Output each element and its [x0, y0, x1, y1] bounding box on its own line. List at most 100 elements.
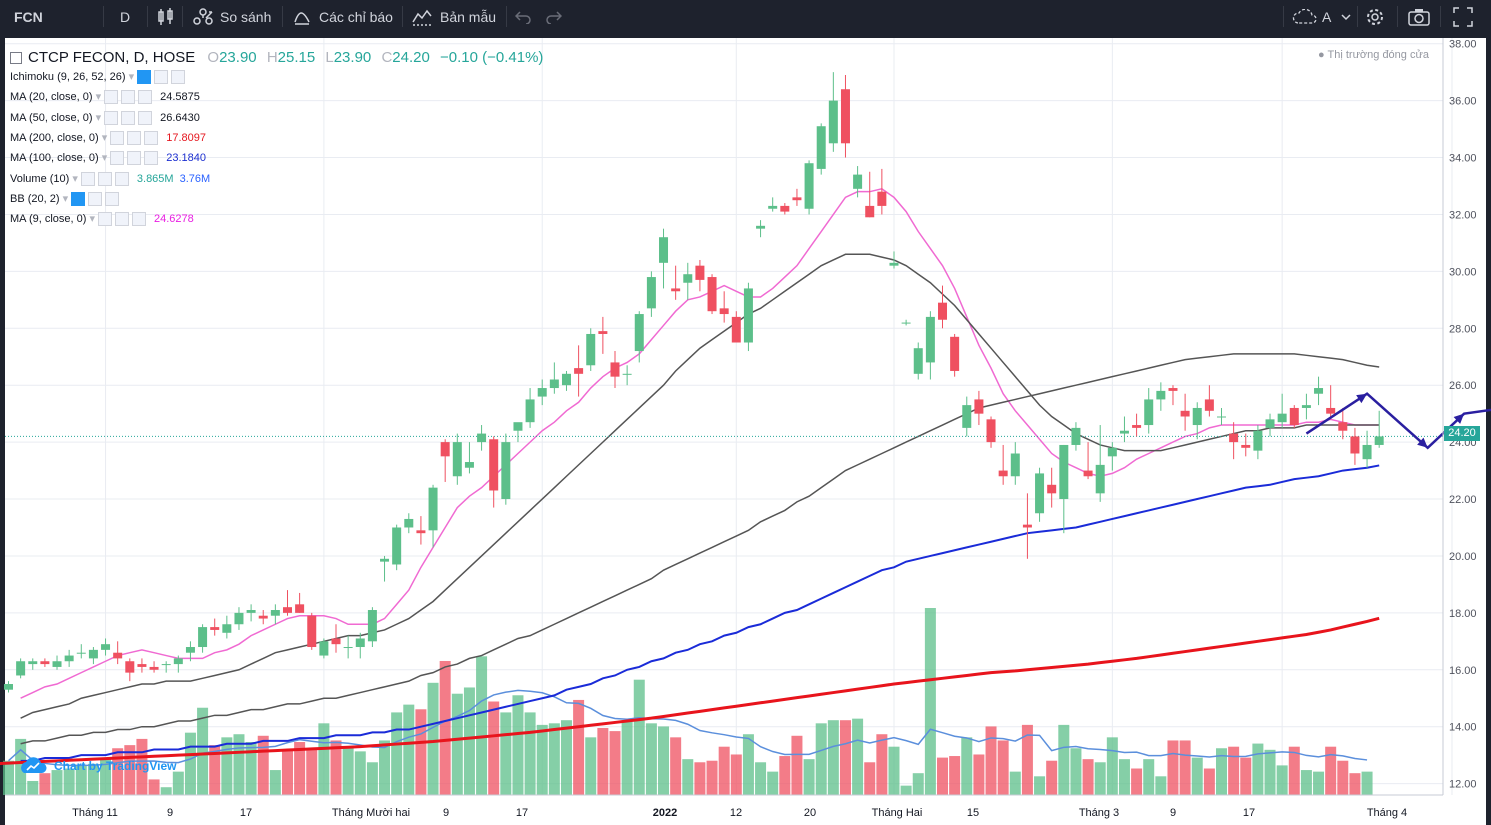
indicator-row[interactable]: BB (20, 2) ▾ — [10, 191, 120, 206]
volume-bar — [1325, 746, 1337, 795]
volume-bar — [670, 737, 682, 795]
candle-body — [1241, 444, 1251, 448]
candle-body — [64, 655, 74, 662]
price-tick-label: 34.00 — [1449, 153, 1477, 165]
indicator-row[interactable]: MA (200, close, 0) ▾ 17.8097 — [10, 130, 206, 145]
chevron-down-icon[interactable]: ▾ — [86, 213, 95, 226]
price-tick-label: 26.00 — [1449, 380, 1477, 392]
auto-dropdown[interactable] — [1341, 0, 1351, 33]
indicator-label: MA (50, close, 0) — [10, 111, 93, 124]
symbol-search[interactable]: FCN — [14, 0, 43, 33]
volume-bar — [937, 757, 949, 795]
gear-icon[interactable] — [127, 151, 142, 166]
indicator-row[interactable]: MA (50, close, 0) ▾ 26.6430 — [10, 110, 200, 125]
template-icon — [412, 9, 432, 26]
chevron-down-icon[interactable]: ▾ — [59, 192, 69, 205]
eye-icon[interactable] — [104, 110, 119, 125]
eye-icon[interactable] — [110, 130, 125, 145]
eye-icon[interactable] — [110, 151, 125, 166]
chart-style-button[interactable] — [157, 0, 175, 33]
close-icon[interactable] — [171, 70, 186, 85]
undo-button[interactable] — [515, 0, 531, 33]
eye-icon[interactable] — [137, 70, 152, 85]
close-icon[interactable] — [138, 110, 153, 125]
close-icon[interactable] — [144, 151, 159, 166]
volume-bar — [779, 756, 791, 795]
volume-bar — [1191, 757, 1203, 795]
ma-line — [0, 616, 1380, 766]
volume-bar — [755, 762, 767, 795]
indicator-row[interactable]: Volume (10) ▾ 3.865M 3.76M — [10, 171, 210, 186]
gear-icon[interactable] — [127, 130, 142, 145]
candle-body — [646, 277, 656, 309]
chevron-down-icon[interactable]: ▾ — [92, 111, 102, 124]
interval-selector[interactable]: D — [120, 0, 130, 33]
candle-body — [537, 388, 547, 397]
candle-body — [210, 627, 220, 630]
template-button[interactable]: Bản mẫu — [412, 0, 496, 33]
auto-scale-button[interactable]: A — [1322, 0, 1331, 33]
redo-button[interactable] — [546, 0, 562, 33]
close-icon[interactable] — [144, 130, 159, 145]
tradingview-logo-icon — [21, 757, 47, 773]
candle-body — [1374, 436, 1384, 445]
candle-body — [101, 644, 111, 650]
collapse-legend-icon[interactable] — [10, 52, 22, 65]
indicator-label: MA (200, close, 0) — [10, 131, 99, 144]
close-icon[interactable] — [105, 191, 120, 206]
volume-bar — [342, 746, 354, 795]
gear-icon[interactable] — [121, 90, 136, 105]
candle-body — [1010, 453, 1020, 477]
eye-icon[interactable] — [80, 171, 95, 186]
chevron-down-icon[interactable]: ▾ — [98, 131, 108, 144]
close-icon[interactable] — [114, 171, 129, 186]
eye-icon[interactable] — [71, 191, 86, 206]
candle-body — [392, 527, 402, 565]
compare-label: So sánh — [220, 8, 272, 25]
chevron-down-icon[interactable]: ▾ — [92, 91, 102, 104]
cloud-button[interactable] — [1292, 0, 1318, 33]
gear-icon[interactable] — [88, 191, 103, 206]
candle-body — [161, 664, 171, 666]
volume-bar — [51, 770, 63, 795]
volume-bar — [924, 608, 936, 795]
volume-bar — [767, 771, 779, 795]
indicator-row[interactable]: MA (9, close, 0) ▾ 24.6278 — [10, 212, 194, 227]
fullscreen-button[interactable] — [1453, 0, 1473, 33]
open-value: 23.90 — [219, 49, 257, 66]
volume-bar — [827, 720, 839, 795]
settings-button[interactable] — [1365, 0, 1385, 33]
gear-icon[interactable] — [115, 212, 129, 227]
volume-bar — [852, 718, 864, 795]
eye-icon[interactable] — [104, 90, 119, 105]
chevron-down-icon[interactable]: ▾ — [98, 152, 108, 165]
indicator-row[interactable]: Ichimoku (9, 26, 52, 26) ▾ — [10, 70, 186, 85]
compare-button[interactable]: So sánh — [192, 0, 271, 33]
time-tick-label: Tháng 4 — [1367, 807, 1407, 819]
candle-body — [137, 664, 147, 667]
eye-icon[interactable] — [98, 212, 112, 227]
gear-icon[interactable] — [97, 171, 112, 186]
close-icon[interactable] — [138, 90, 153, 105]
chevron-down-icon[interactable]: ▾ — [125, 71, 135, 83]
close-icon[interactable] — [132, 212, 146, 227]
indicator-row[interactable]: MA (20, close, 0) ▾ 24.5875 — [10, 90, 200, 105]
volume-bar — [864, 762, 876, 795]
symbol-header: CTCP FECON, D, HOSE O23.90 H25.15 L23.90… — [10, 49, 543, 66]
candle-body — [1071, 427, 1081, 445]
indicators-button[interactable]: Các chỉ báo — [293, 0, 393, 33]
candle-body — [1217, 416, 1226, 418]
indicator-row[interactable]: MA (100, close, 0) ▾ 23.1840 — [10, 151, 206, 166]
volume-bar — [1228, 746, 1240, 795]
candle-body — [840, 89, 850, 144]
chevron-down-icon[interactable]: ▾ — [69, 172, 78, 185]
gear-icon[interactable] — [121, 110, 136, 125]
chart-panel[interactable] — [5, 38, 1486, 825]
snapshot-button[interactable] — [1408, 0, 1430, 33]
tradingview-watermark[interactable]: Chart by TradingView — [20, 757, 176, 775]
time-tick-label: Tháng 3 — [1079, 807, 1119, 819]
gear-icon[interactable] — [154, 70, 169, 85]
candle-body — [792, 197, 802, 201]
volume-bars — [3, 608, 1373, 795]
